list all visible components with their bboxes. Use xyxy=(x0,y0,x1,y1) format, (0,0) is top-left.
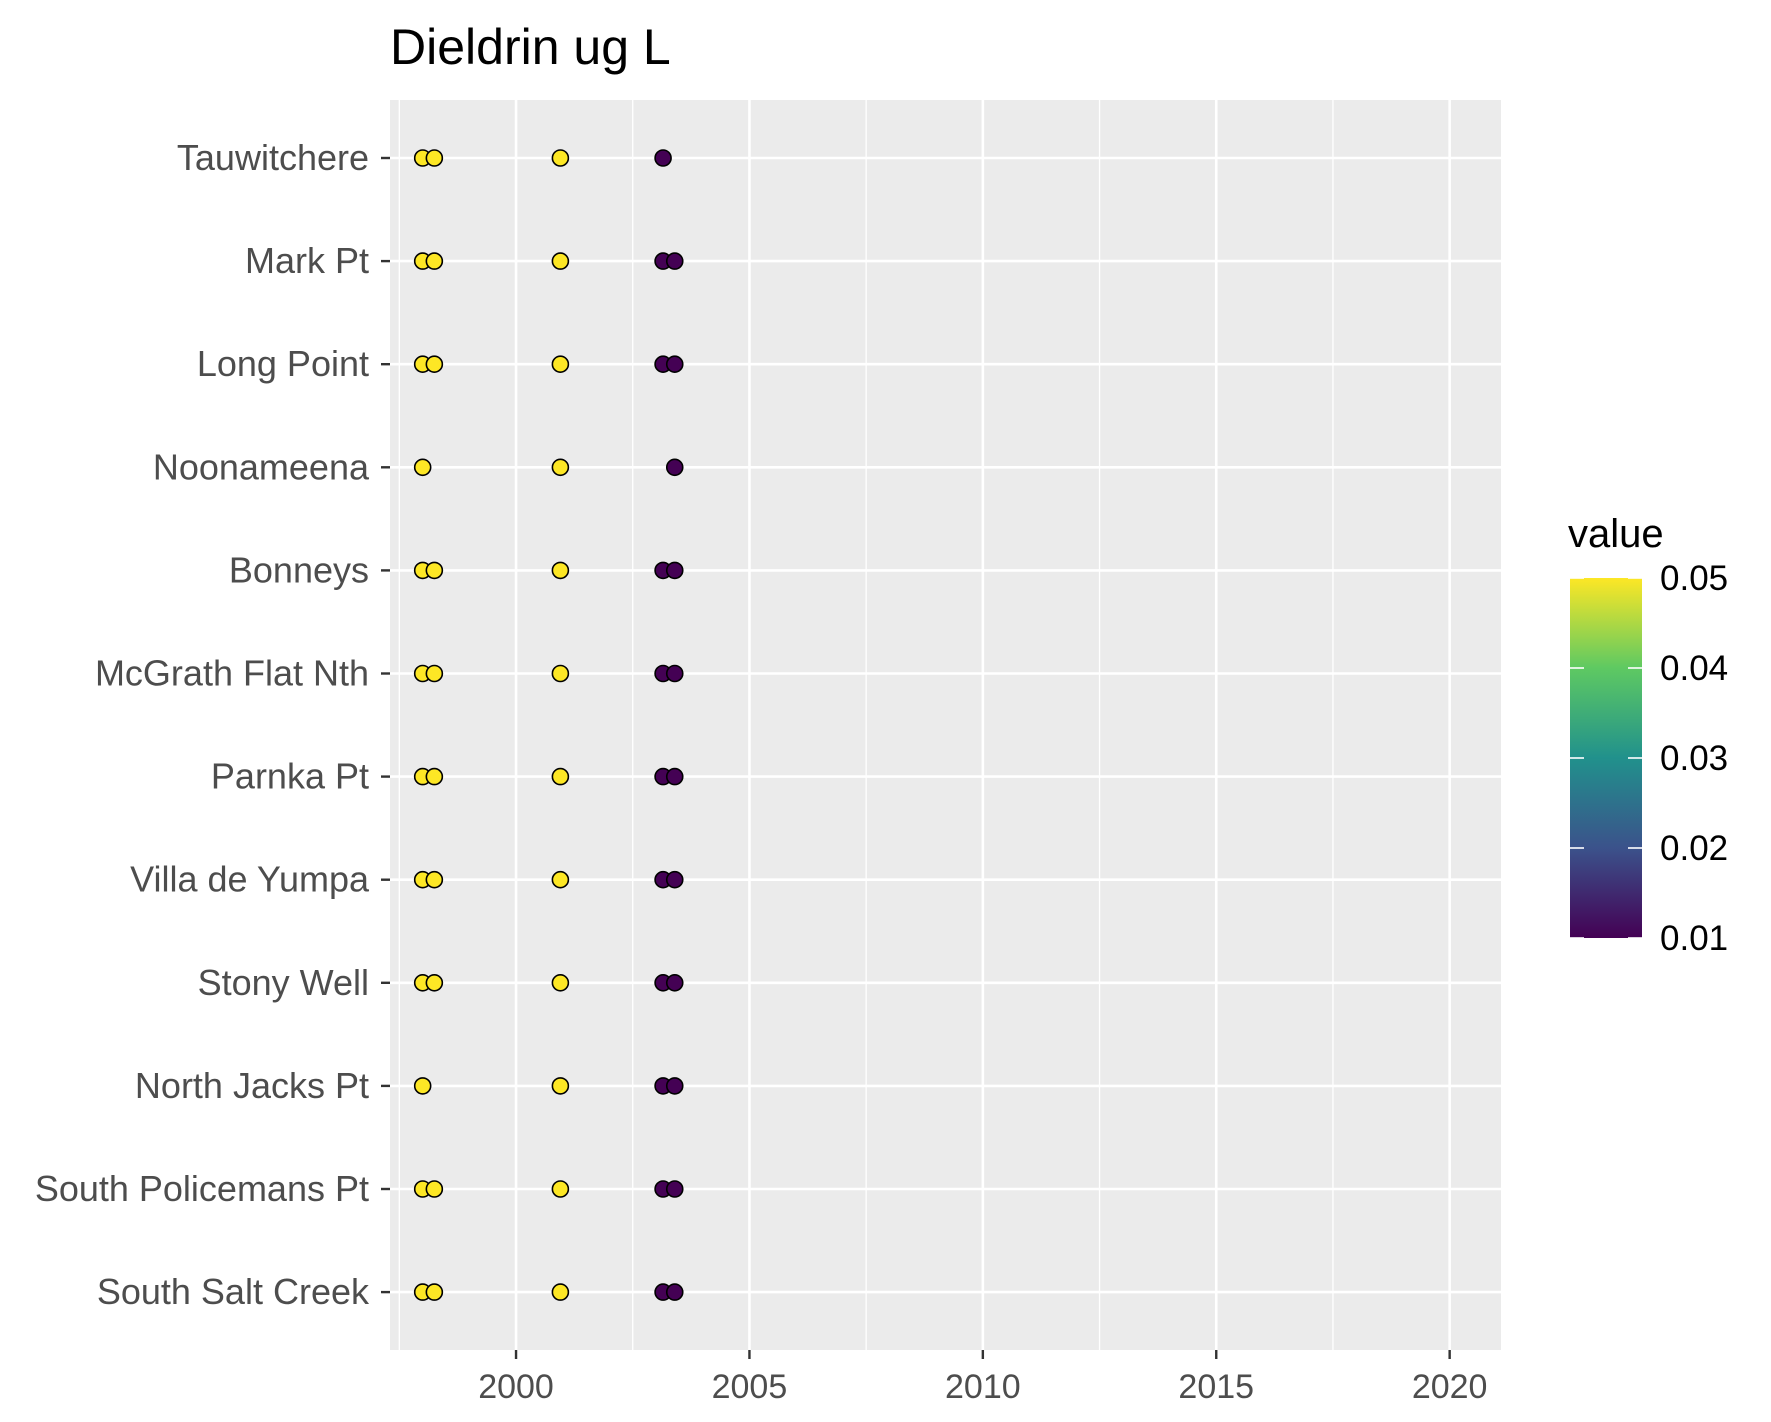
data-point xyxy=(551,973,570,992)
data-point xyxy=(425,355,444,374)
data-point xyxy=(425,252,444,270)
data-point xyxy=(665,1077,684,1095)
data-point xyxy=(654,149,672,167)
data-point xyxy=(665,664,684,683)
data-point xyxy=(551,1077,570,1095)
data-point xyxy=(551,1283,570,1301)
data-point xyxy=(551,355,570,374)
y-tick-label: McGrath Flat Nth xyxy=(95,653,369,694)
data-point xyxy=(551,458,570,477)
data-point xyxy=(665,870,684,889)
data-point xyxy=(665,458,684,477)
x-tick-label: 2015 xyxy=(1178,1368,1254,1406)
data-point xyxy=(425,870,444,889)
data-point xyxy=(665,561,684,580)
legend-tick-label: 0.04 xyxy=(1660,649,1728,688)
data-point xyxy=(413,458,432,477)
y-tick-label: Mark Pt xyxy=(245,240,369,281)
data-point xyxy=(551,561,570,580)
data-point xyxy=(551,767,570,786)
y-tick-label: Parnka Pt xyxy=(211,756,369,797)
plot-panel xyxy=(390,100,1501,1350)
y-tick-label: South Salt Creek xyxy=(97,1271,370,1312)
y-tick-label: Tauwitchere xyxy=(177,137,369,178)
data-point xyxy=(425,973,444,992)
y-tick-label: Villa de Yumpa xyxy=(130,859,370,900)
data-point xyxy=(551,1180,570,1198)
data-point xyxy=(425,664,444,683)
data-point xyxy=(425,561,444,580)
x-axis: 2000 2005 2010 2015 2020 xyxy=(478,1350,1487,1406)
legend-tick-label: 0.01 xyxy=(1660,919,1728,958)
data-point xyxy=(425,1283,444,1301)
data-point xyxy=(551,664,570,683)
legend-tick-label: 0.05 xyxy=(1660,559,1728,598)
data-point xyxy=(665,1180,684,1198)
y-tick-label: Bonneys xyxy=(229,549,369,590)
data-point xyxy=(425,767,444,786)
chart-title: Dieldrin ug L xyxy=(390,19,671,75)
data-point xyxy=(425,1180,444,1198)
data-point xyxy=(551,149,570,167)
y-tick-label: North Jacks Pt xyxy=(135,1065,369,1106)
x-tick-label: 2020 xyxy=(1412,1368,1488,1406)
x-tick-label: 2005 xyxy=(712,1368,788,1406)
data-point xyxy=(665,1283,684,1301)
legend-ticks: 0.01 0.02 0.03 0.04 0.05 xyxy=(1570,559,1728,958)
legend-tick-label: 0.03 xyxy=(1660,739,1728,778)
major-gridlines xyxy=(390,100,1501,1350)
data-point xyxy=(425,149,444,167)
data-point xyxy=(551,870,570,889)
data-point xyxy=(413,1077,432,1095)
legend-title: value xyxy=(1568,512,1664,556)
y-tick-label: South Policemans Pt xyxy=(35,1168,369,1209)
data-point xyxy=(551,252,570,270)
minor-gridlines xyxy=(398,100,1334,1350)
x-tick-label: 2010 xyxy=(945,1368,1021,1406)
y-tick-label: Stony Well xyxy=(198,962,369,1003)
legend: value 0.01 0.02 0.03 0.04 0.05 xyxy=(1568,512,1728,958)
data-point xyxy=(665,355,684,374)
y-tick-label: Noonameena xyxy=(153,446,370,487)
data-point xyxy=(665,767,684,786)
y-tick-label: Long Point xyxy=(197,343,369,384)
data-point xyxy=(665,973,684,992)
y-axis: Tauwitchere Mark Pt Long Point Noonameena Bo… xyxy=(35,137,390,1312)
x-tick-label: 2000 xyxy=(478,1368,554,1406)
legend-tick-label: 0.02 xyxy=(1660,829,1728,868)
data-points xyxy=(413,149,684,1301)
data-point xyxy=(665,252,684,270)
